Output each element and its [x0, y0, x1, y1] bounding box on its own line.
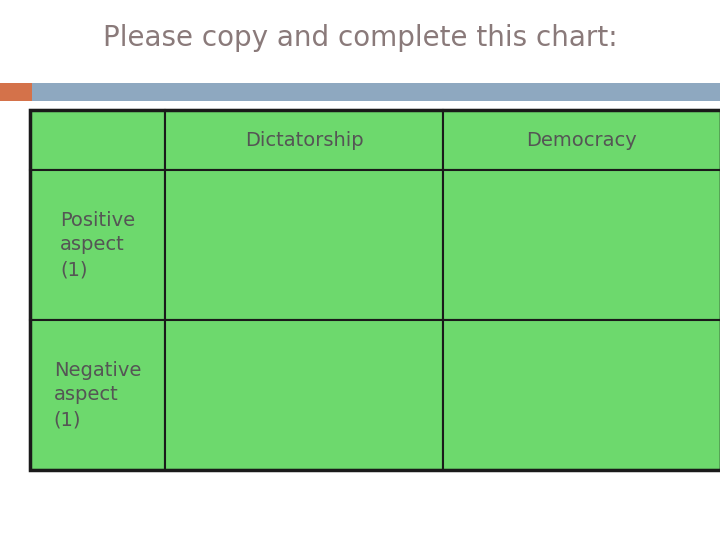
Text: Democracy: Democracy — [526, 131, 637, 150]
Bar — [30, 170, 165, 320]
Bar — [165, 320, 443, 470]
Text: Negative
aspect
(1): Negative aspect (1) — [54, 361, 141, 429]
Bar — [30, 320, 165, 470]
Text: Dictatorship: Dictatorship — [245, 131, 364, 150]
Text: Please copy and complete this chart:: Please copy and complete this chart: — [103, 24, 617, 52]
Bar — [30, 110, 165, 170]
Bar — [32, 83, 720, 101]
Bar — [443, 110, 720, 170]
Text: Positive
aspect
(1): Positive aspect (1) — [60, 211, 135, 280]
Bar — [30, 110, 720, 470]
Bar — [165, 110, 443, 170]
Bar — [0, 83, 32, 101]
Bar — [443, 170, 720, 320]
Bar — [165, 170, 443, 320]
Bar — [443, 320, 720, 470]
